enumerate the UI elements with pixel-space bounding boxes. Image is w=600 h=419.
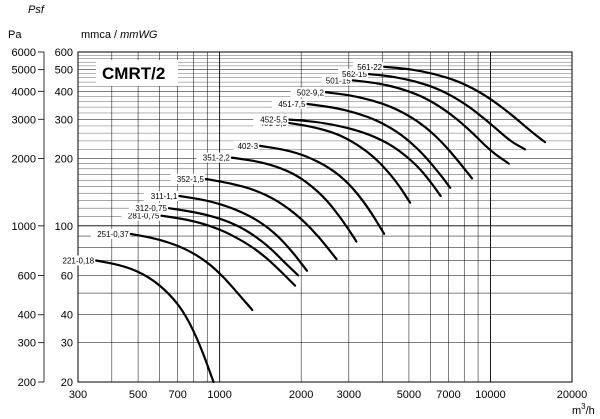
series-label-251-0,37: 251-0,37: [97, 230, 129, 239]
series-label-311-1,1: 311-1,1: [151, 192, 178, 201]
pa-tick-label: 1000: [12, 221, 36, 233]
x-tick-label: 700: [168, 389, 186, 401]
x-unit-tail: /h: [586, 405, 595, 417]
y-tick-label: 20: [61, 377, 73, 389]
series-curve-451-7,5: [306, 102, 452, 189]
y-tick-label: 40: [61, 310, 73, 322]
series-label-402-3: 402-3: [238, 142, 259, 151]
series-label-bg: [121, 210, 161, 221]
y-tick-label: 200: [55, 154, 73, 166]
x-tick-label: 7000: [436, 389, 460, 401]
series-label-bg: [90, 228, 130, 239]
series-label-bg: [170, 174, 205, 185]
x-unit-base: m: [572, 405, 581, 417]
series-label-bg: [353, 61, 384, 72]
x-tick-label: 5000: [397, 389, 421, 401]
pa-tick-label: 200: [18, 377, 36, 389]
series-curve-351-2,2: [230, 156, 358, 243]
mmca-text: mmca /: [81, 29, 120, 41]
pa-tick-label: 600: [18, 270, 36, 282]
series-label-bg: [143, 191, 179, 202]
y-tick-label: 600: [55, 47, 73, 59]
y-tick-label: 100: [55, 221, 73, 233]
title-box: [96, 60, 178, 86]
series-label-221-0,18: 221-0,18: [63, 256, 95, 265]
series-label-bg: [290, 87, 325, 98]
series-label-451-7,5: 451-7,5: [278, 100, 306, 109]
x-tick-label: 3000: [337, 389, 361, 401]
pa-tick-label: 6000: [12, 47, 36, 59]
series-label-562-15: 562-15: [342, 70, 367, 79]
pa-unit-label: Pa: [8, 29, 22, 41]
series-label-312-0,75: 312-0,75: [135, 204, 167, 213]
series-label-351-2,2: 351-2,2: [203, 154, 231, 163]
x-unit-sup: 3: [581, 402, 586, 411]
series-curve-311-1,1: [178, 194, 308, 272]
series-curve-402-3: [258, 144, 386, 235]
pa-tick-label: 3000: [12, 114, 36, 126]
series-label-bg: [233, 140, 260, 151]
x-tick-label: 20000: [557, 389, 588, 401]
series-label-bg: [321, 75, 352, 86]
series-label-561-22: 561-22: [357, 63, 382, 72]
series-curve-401-5,5: [287, 121, 412, 204]
series-curve-352-1,5: [204, 177, 338, 261]
series-label-281-0,75: 281-0,75: [128, 212, 160, 221]
chart-title: CMRT/2: [102, 64, 165, 83]
series-label-bg: [337, 69, 368, 80]
series-curve-501-15: [351, 79, 510, 165]
x-tick-label: 2000: [289, 389, 313, 401]
series-curve-561-22: [383, 65, 547, 144]
x-tick-label: 1000: [207, 389, 231, 401]
y-tick-label: 30: [61, 338, 73, 350]
series-label-502-9,2: 502-9,2: [297, 88, 325, 97]
series-curve-312-0,75: [167, 207, 300, 277]
x-tick-label: 10000: [475, 389, 506, 401]
grid: [77, 51, 573, 383]
series-label-452-5,5: 452-5,5: [260, 116, 288, 125]
series-label-bg: [128, 203, 168, 214]
series-label-bg: [253, 114, 289, 125]
series-curve-251-0,37: [129, 232, 254, 312]
series-curve-221-0,18: [95, 259, 215, 384]
y-tick-label: 500: [55, 65, 73, 77]
series-label-bg: [56, 255, 96, 266]
series-curve-281-0,75: [160, 214, 297, 287]
pa-tick-label: 4000: [12, 86, 36, 98]
series-label-352-1,5: 352-1,5: [177, 175, 205, 184]
psf-unit-label: Psf: [28, 4, 45, 16]
pa-tick-label: 400: [18, 310, 36, 322]
x-tick-label: 300: [69, 389, 87, 401]
y-tick-label: 300: [55, 114, 73, 126]
series-label-bg: [271, 99, 307, 110]
pa-tick-label: 5000: [12, 65, 36, 77]
series-curve-502-9,2: [324, 91, 474, 180]
pa-tick-label: 300: [18, 338, 36, 350]
x-unit-label: m3/h: [572, 402, 595, 417]
series-curve-562-15: [367, 73, 526, 151]
y-tick-label: 60: [61, 270, 73, 282]
series-label-501-15: 501-15: [326, 76, 351, 85]
mmwg-text: mmWG: [120, 29, 158, 41]
y-tick-label: 400: [55, 86, 73, 98]
mmca-axis-label: mmca / mmWG: [81, 29, 158, 41]
series-curve-452-5,5: [288, 118, 442, 198]
axis-layer: 300 500 700 1000 2000 3000 5000 7000 10000 20000 2…: [12, 47, 588, 401]
pa-tick-label: 2000: [12, 154, 36, 166]
x-tick-label: 500: [129, 389, 147, 401]
series-label-bg: [196, 152, 231, 163]
